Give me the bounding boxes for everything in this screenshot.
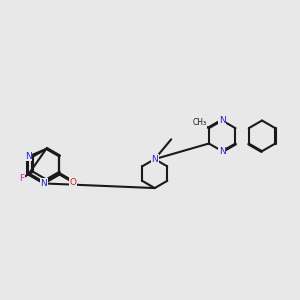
Text: F: F [20, 173, 25, 182]
Text: N: N [25, 152, 32, 161]
Text: N: N [219, 116, 226, 125]
Text: N: N [151, 154, 158, 164]
Text: CH₃: CH₃ [193, 118, 207, 127]
Text: N: N [219, 147, 226, 156]
Text: N: N [40, 179, 47, 188]
Text: O: O [69, 178, 76, 187]
